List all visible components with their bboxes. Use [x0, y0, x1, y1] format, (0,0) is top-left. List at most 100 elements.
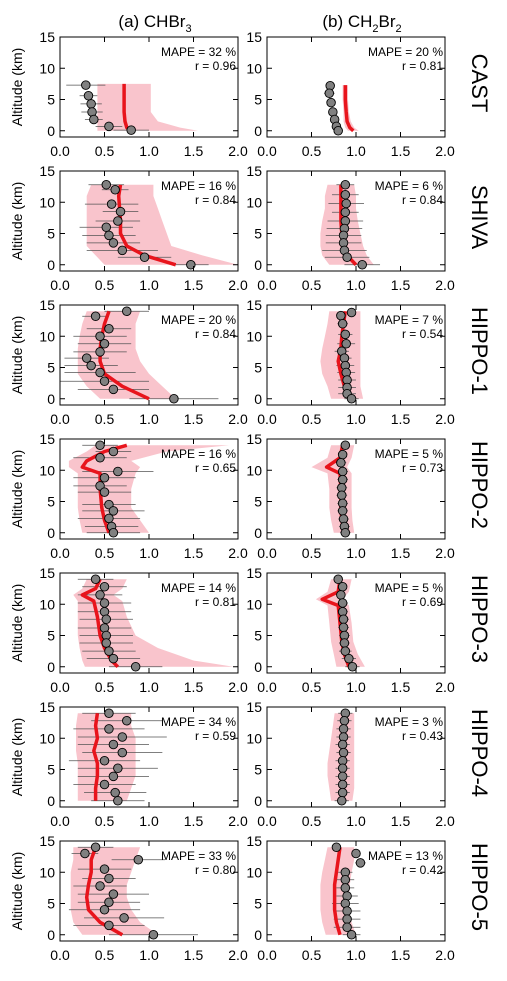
observation-point	[113, 796, 123, 806]
observation-point	[341, 339, 351, 349]
observation-point	[80, 848, 90, 859]
y-tick-label: 0	[254, 793, 262, 809]
observation-point	[99, 864, 110, 874]
observation-point	[108, 528, 119, 538]
x-tick-label: 2.0	[435, 411, 455, 427]
observation-point	[337, 490, 347, 501]
x-tick-label: 2.0	[435, 277, 455, 293]
y-tick-label: 0	[254, 659, 262, 675]
panel-shiva-ch2br2: 0 5 10 15 0.0 0.5 1.0 1.5 2.0 MAPE = 6 %r = 0.84 S…	[246, 163, 492, 293]
x-tick-label: 2.0	[228, 143, 248, 159]
observation-point	[342, 914, 352, 924]
observation-point	[340, 528, 351, 538]
observation-point	[336, 590, 346, 600]
observation-point	[104, 897, 114, 908]
observation-point	[99, 598, 110, 608]
x-tick-label: 0.5	[302, 679, 322, 695]
mape-label: MAPE = 20 %	[161, 313, 236, 327]
observation-point	[99, 339, 110, 349]
observation-point	[99, 376, 110, 387]
observation-point	[104, 513, 114, 524]
y-tick-label: 10	[246, 60, 262, 76]
observation-point	[346, 307, 357, 318]
y-tick-label: 5	[47, 628, 55, 644]
y-tick-label: 15	[246, 297, 262, 313]
observation-point	[121, 716, 132, 726]
panel-hippo-2-chbr3: 0 5 10 15 0.0 0.5 1.0 1.5 2.0 MAPE = 16 %r = 0.65…	[9, 431, 248, 561]
panel-hippo-4-chbr3: 0 5 10 15 0.0 0.5 1.0 1.5 2.0 MAPE = 34 %r = 0.59…	[9, 699, 248, 829]
x-tick-label: 2.0	[228, 813, 248, 829]
model-median-line	[343, 85, 355, 133]
x-tick-label: 1.5	[391, 411, 411, 427]
observation-point	[126, 125, 136, 135]
panel-hippo-5-chbr3: 0 5 10 15 0.0 0.5 1.0 1.5 2.0 MAPE = 33 %r = 0.80…	[9, 833, 248, 963]
x-tick-label: 0.5	[95, 411, 115, 427]
observation-point	[104, 708, 114, 719]
observation-point	[95, 367, 105, 378]
y-tick-label: 10	[39, 864, 55, 880]
y-tick-label: 0	[254, 391, 262, 407]
observation-point	[324, 88, 335, 98]
model-median-line	[80, 578, 120, 669]
mape-label: MAPE = 20 %	[368, 45, 443, 59]
observation-point	[133, 855, 144, 865]
observation-point	[117, 747, 128, 758]
y-tick-label: 10	[246, 730, 262, 746]
x-tick-label: 1.5	[391, 813, 411, 829]
mape-label: MAPE = 7 %	[375, 313, 444, 327]
y-tick-label: 5	[254, 92, 262, 108]
panel-hippo-2-ch2br2: 0 5 10 15 0.0 0.5 1.0 1.5 2.0 MAPE = 5 %r = 0.73 H…	[246, 431, 492, 561]
observation-point	[337, 474, 348, 485]
y-tick-label: 5	[254, 360, 262, 376]
observation-point	[340, 883, 351, 893]
y-tick-label: 15	[246, 565, 262, 581]
observation-point	[104, 873, 114, 884]
observation-point	[110, 787, 120, 798]
observation-point	[337, 771, 348, 782]
r-label: r = 0.81	[402, 59, 443, 73]
campaign-label: HIPPO-2	[467, 441, 492, 529]
r-label: r = 0.65	[195, 461, 236, 475]
x-tick-label: 1.5	[184, 947, 204, 963]
column-title-ch2br2: (b) CH2Br2	[322, 12, 401, 35]
x-tick-label: 0.5	[302, 411, 322, 427]
y-tick-label: 5	[254, 494, 262, 510]
campaign-label: SHIVA	[467, 185, 492, 250]
observation-point	[340, 189, 351, 200]
r-label: r = 0.84	[195, 327, 236, 341]
observation-point	[342, 922, 352, 933]
observation-point	[337, 598, 348, 608]
y-tick-label: 0	[47, 123, 55, 139]
observation-point	[186, 260, 196, 270]
observation-point	[90, 574, 101, 585]
y-tick-label: 5	[47, 896, 55, 912]
y-tick-label: 10	[39, 60, 55, 76]
observation-point	[337, 779, 348, 790]
observation-point	[341, 198, 351, 209]
observation-point	[337, 449, 348, 460]
observation-point	[337, 582, 348, 592]
observation-point	[342, 252, 352, 262]
r-label: r = 0.73	[402, 461, 443, 475]
x-tick-label: 1.0	[139, 679, 159, 695]
x-tick-label: 0.0	[50, 277, 70, 293]
x-tick-label: 0.5	[302, 143, 322, 159]
observation-point	[130, 662, 141, 672]
mape-label: MAPE = 3 %	[375, 715, 444, 729]
panel-hippo-1-chbr3: 0 5 10 15 0.0 0.5 1.0 1.5 2.0 MAPE = 20 %r = 0.84…	[9, 297, 248, 427]
campaign-label: HIPPO-1	[467, 307, 492, 395]
observation-point	[119, 913, 129, 923]
x-tick-label: 0.0	[257, 679, 277, 695]
y-tick-label: 5	[47, 762, 55, 778]
y-axis-title: Altitude (km)	[9, 718, 25, 797]
mape-label: MAPE = 16 %	[161, 447, 236, 461]
observation-point	[104, 724, 114, 734]
observation-point	[95, 881, 105, 891]
observation-point	[337, 739, 348, 750]
x-tick-label: 2.0	[435, 679, 455, 695]
x-tick-label: 0.0	[257, 545, 277, 561]
x-tick-label: 1.0	[346, 947, 366, 963]
y-tick-label: 15	[246, 833, 262, 849]
y-axis-title: Altitude (km)	[9, 48, 25, 127]
